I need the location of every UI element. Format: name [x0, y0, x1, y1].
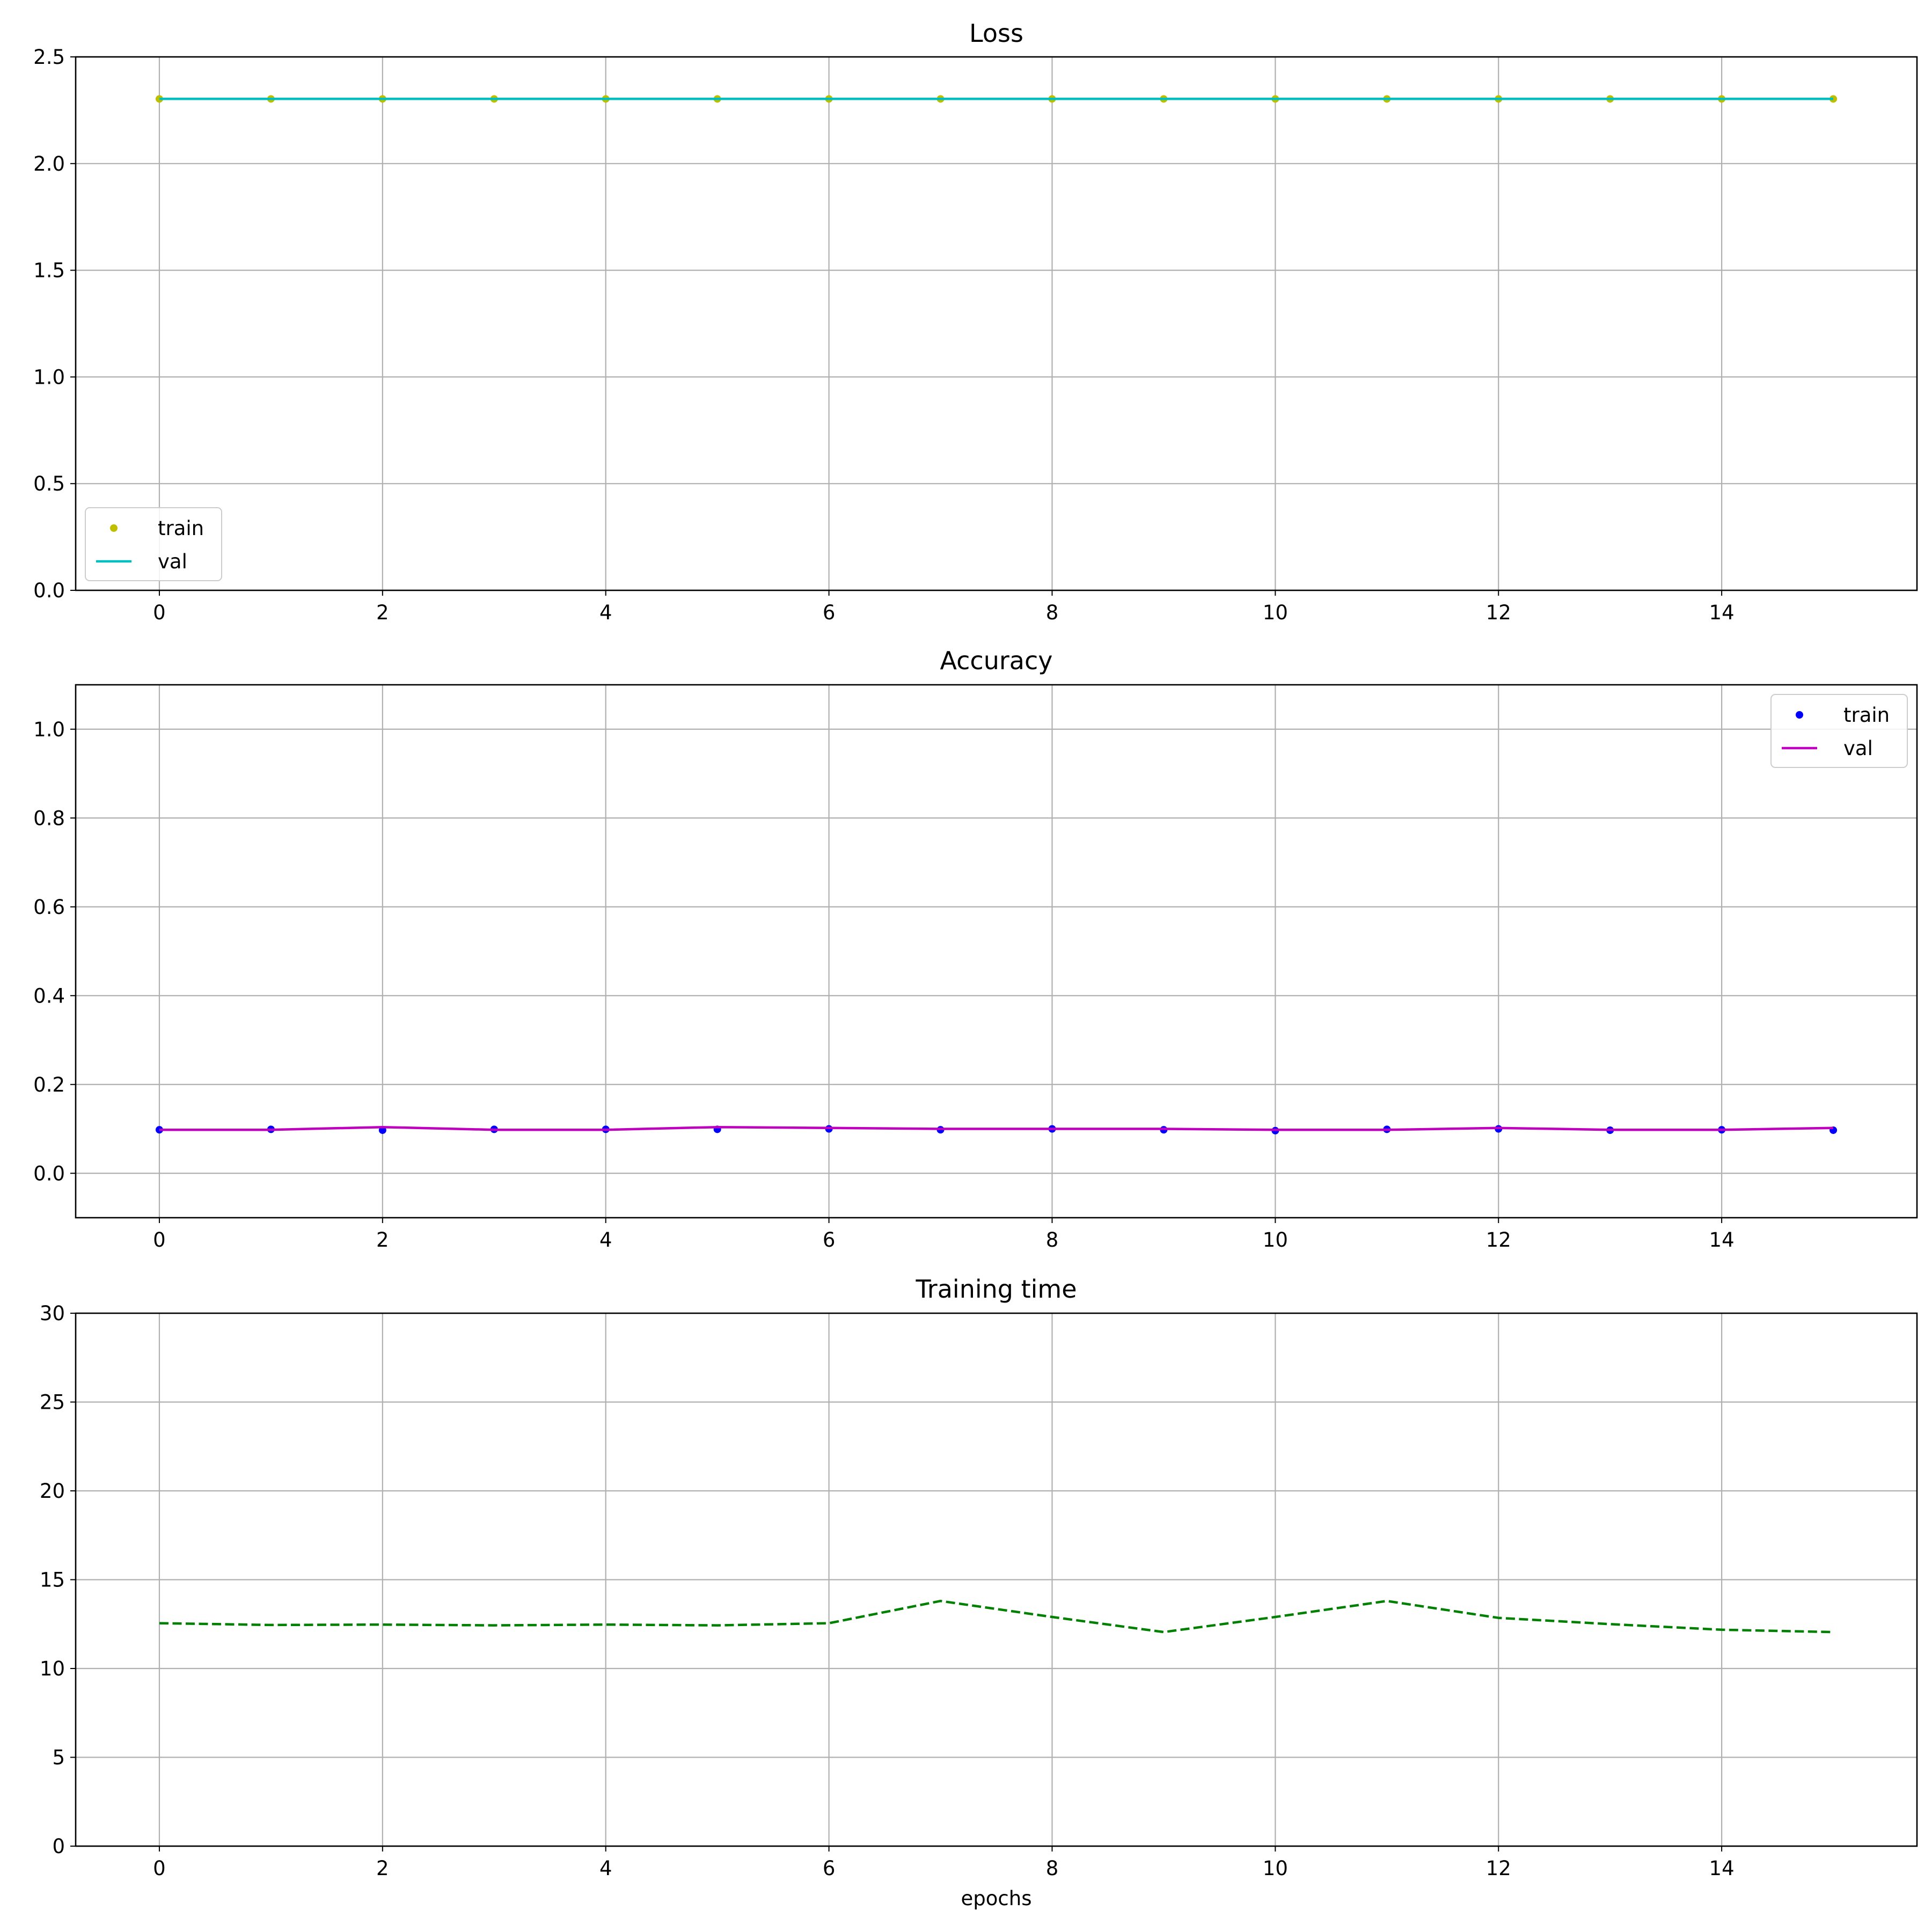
- series-line-time: [159, 1599, 1834, 1634]
- chart-panel-2: 0 2 4 6 8 10 12 14 0.0 0.2 0.4 0.6 0.8 1.0 Accuracy tra…: [33, 646, 1918, 1252]
- legend-label-val: val: [1843, 737, 1873, 760]
- x-tick-label: 14: [1709, 601, 1735, 624]
- x-tick-label: 14: [1709, 1228, 1735, 1252]
- x-tick-label: 6: [823, 1228, 836, 1252]
- legend-marker-train: [1796, 711, 1803, 719]
- x-tick-label: 0: [153, 601, 166, 624]
- y-tick-label: 0.5: [33, 472, 65, 495]
- legend-marker-train: [110, 524, 118, 532]
- x-tick-label: 0: [153, 1228, 166, 1252]
- x-axis-label: epochs: [961, 1887, 1032, 1910]
- x-tick-label: 10: [1263, 1857, 1288, 1880]
- legend: train val: [85, 507, 222, 581]
- chart-title: Training time: [915, 1275, 1077, 1304]
- x-tick-label: 4: [599, 601, 612, 624]
- y-tick-label: 20: [40, 1480, 65, 1503]
- legend-label-val: val: [158, 550, 187, 573]
- legend-label-train: train: [158, 517, 204, 540]
- y-tick-label: 2.5: [33, 46, 65, 69]
- x-tick-label: 6: [823, 601, 836, 624]
- y-tick-label: 15: [40, 1569, 65, 1592]
- chart-panel-1: 0 2 4 6 8 10 12 14 0.0 0.5 1.0 1.5 2.0 2.5 Loss train va…: [33, 19, 1918, 624]
- y-tick-label: 0.2: [33, 1073, 65, 1096]
- x-tick-label: 10: [1263, 601, 1288, 624]
- y-tick-label: 0.4: [33, 984, 65, 1007]
- data-point-train: [155, 1126, 163, 1134]
- y-tick-label: 25: [40, 1391, 65, 1414]
- x-tick-label: 14: [1709, 1857, 1735, 1880]
- y-tick-label: 1.0: [33, 718, 65, 741]
- legend-label-train: train: [1843, 704, 1890, 727]
- y-tick-label: 10: [40, 1657, 65, 1680]
- x-tick-label: 0: [153, 1857, 166, 1880]
- x-tick-label: 4: [599, 1228, 612, 1252]
- y-tick-label: 1.5: [33, 259, 65, 282]
- y-tick-label: 0: [52, 1835, 65, 1858]
- plot-area: [76, 57, 1917, 590]
- x-tick-label: 12: [1486, 1857, 1511, 1880]
- x-tick-label: 4: [599, 1857, 612, 1880]
- x-tick-label: 12: [1486, 1228, 1511, 1252]
- x-tick-label: 6: [823, 1857, 836, 1880]
- y-tick-label: 0.6: [33, 896, 65, 919]
- y-tick-label: 1.0: [33, 365, 65, 389]
- chart-panel-3: 0 2 4 6 8 10 12 14 0 5 10 15 20 25 30 Training time epoc…: [40, 1275, 1918, 1910]
- plot-area: [76, 685, 1917, 1218]
- x-tick-label: 2: [376, 601, 389, 624]
- legend: train val: [1770, 694, 1908, 768]
- axes-frame: [75, 56, 1918, 591]
- chart-title: Loss: [969, 19, 1023, 48]
- axes-frame: [75, 684, 1918, 1219]
- x-tick-label: 10: [1263, 1228, 1288, 1252]
- y-tick-label: 30: [40, 1302, 65, 1325]
- x-tick-label: 8: [1046, 601, 1059, 624]
- x-tick-label: 8: [1046, 1228, 1059, 1252]
- y-tick-label: 0.0: [33, 579, 65, 602]
- series-line-val: [159, 1125, 1834, 1131]
- x-tick-label: 8: [1046, 1857, 1059, 1880]
- x-tick-label: 2: [376, 1857, 389, 1880]
- y-tick-label: 2.0: [33, 152, 65, 175]
- y-tick-label: 0.8: [33, 807, 65, 830]
- axes-frame: [75, 1312, 1918, 1847]
- chart-title: Accuracy: [940, 646, 1052, 675]
- y-tick-label: 0.0: [33, 1162, 65, 1185]
- x-tick-label: 12: [1486, 601, 1511, 624]
- x-tick-label: 2: [376, 1228, 389, 1252]
- data-point-train: [155, 95, 163, 103]
- y-tick-label: 5: [52, 1746, 65, 1769]
- data-point-train: [1829, 95, 1838, 103]
